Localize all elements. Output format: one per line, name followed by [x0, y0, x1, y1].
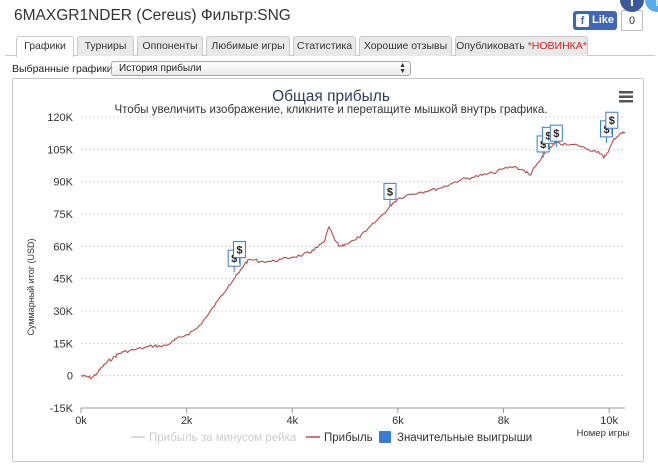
select-arrows-icon: ▲ ▼	[399, 62, 406, 75]
facebook-share-icon[interactable]: f	[620, 0, 644, 12]
y-tick-label: 0	[67, 371, 73, 383]
profit-chart[interactable]: -15K 0 15K 30K 45K 60K 75K 90K 105K 120K 0k 2k 4k 6k 8…	[13, 79, 643, 461]
tab-label: Хорошие отзывы	[363, 40, 448, 52]
tab-statistics[interactable]: Статистика	[293, 36, 356, 56]
legend-label-big-wins: Значительные выигрыши	[397, 432, 532, 444]
x-tick-label: 8k	[498, 415, 510, 427]
tab-label: Графики	[24, 40, 66, 52]
big-win-marker-label: $	[603, 124, 609, 136]
x-axis-label: Номер игры	[577, 428, 630, 439]
legend-item-profit[interactable]: Прибыль	[306, 432, 373, 444]
x-tick-label: 6k	[392, 415, 404, 427]
y-tick-label: 15K	[53, 338, 73, 350]
like-count: 0	[621, 10, 643, 31]
big-win-marker[interactable]: $	[549, 124, 563, 148]
tab-tournaments[interactable]: Турниры	[77, 36, 134, 56]
big-win-marker-label: $	[231, 253, 237, 265]
legend-item-without-rake[interactable]: Прибыль за минусом рейка	[131, 432, 297, 444]
tab-graphs[interactable]: Графики	[16, 36, 74, 57]
tab-good-reviews[interactable]: Хорошие отзывы	[359, 36, 452, 56]
y-tick-label: 120K	[47, 112, 73, 124]
graph-select[interactable]: История прибыли ▲ ▼	[111, 61, 411, 76]
y-tick-label: 105K	[47, 144, 73, 156]
chart-title: Общая прибыль	[272, 88, 390, 105]
big-win-marker[interactable]: $	[605, 111, 619, 135]
legend-label-without-rake: Прибыль за минусом рейка	[149, 432, 297, 444]
tab-label: Турниры	[84, 40, 127, 52]
legend-item-big-wins[interactable]: Значительные выигрыши	[379, 431, 532, 444]
twitter-share-icon[interactable]: t	[645, 0, 658, 12]
chart-panel[interactable]: -15K 0 15K 30K 45K 60K 75K 90K 105K 120K 0k 2k 4k 6k 8…	[12, 78, 644, 462]
big-win-marker-label: $	[236, 245, 242, 257]
x-tick-label: 2k	[181, 415, 193, 427]
y-tick-label: 75K	[53, 209, 73, 221]
legend: Прибыль за минусом рейка Прибыль Значите…	[131, 431, 532, 444]
y-tick-label: 90K	[53, 177, 73, 189]
y-tick-label: 30K	[53, 306, 73, 318]
y-axis-label: Суммарный итог (USD)	[26, 238, 36, 335]
marker-layer[interactable]: $$$$$ $ $$	[227, 111, 619, 273]
graph-selector-label: Выбранные графики:	[12, 63, 116, 75]
tab-label: Статистика	[296, 40, 353, 52]
page-header: 6MAXGR1NDER (Cereus) Фильтр:SNG f Like 0…	[0, 0, 658, 34]
x-tick-label: 10k	[600, 415, 618, 427]
tab-label: Любимые игры	[211, 40, 285, 52]
big-win-marker[interactable]: $	[232, 241, 246, 264]
big-win-marker[interactable]: $	[383, 182, 397, 206]
tab-opponents[interactable]: Оппоненты	[137, 36, 203, 56]
y-tick-label: -15K	[50, 403, 74, 415]
tab-label: Опубликовать	[456, 40, 525, 52]
chart-menu-icon[interactable]	[619, 91, 633, 103]
axis-layer: -15K 0 15K 30K 45K 60K 75K 90K 105K 120K 0k 2k 4k 6k 8…	[47, 112, 625, 427]
new-badge: *НОВИНКА*	[527, 40, 587, 52]
tab-label: Оппоненты	[142, 40, 198, 52]
legend-label-profit: Прибыль	[324, 432, 373, 444]
big-win-marker-label: $	[609, 115, 615, 127]
big-win-marker-label: $	[387, 186, 393, 198]
facebook-icon: f	[576, 14, 589, 27]
tab-bar: Графики Турниры Оппоненты Любимые игры С…	[5, 34, 655, 57]
profit-series-line[interactable]	[80, 130, 626, 380]
grid-layer	[81, 116, 625, 409]
page-title: 6MAXGR1NDER (Cereus) Фильтр:SNG	[14, 7, 291, 24]
big-win-marker-label: $	[545, 130, 551, 142]
big-win-marker-label: $	[553, 128, 559, 140]
tab-favorite-games[interactable]: Любимые игры	[206, 36, 290, 56]
series-layer	[80, 130, 626, 380]
x-tick-label: 4k	[286, 415, 298, 427]
big-win-marker-label: $	[540, 139, 546, 151]
facebook-like-button[interactable]: f Like	[573, 11, 617, 30]
graph-select-value: История прибыли	[119, 63, 202, 74]
y-tick-label: 60K	[53, 241, 73, 253]
tab-publish[interactable]: Опубликовать *НОВИНКА*	[455, 36, 588, 56]
like-label: Like	[592, 14, 615, 26]
chart-subtitle: Чтобы увеличить изображение, кликните и …	[115, 104, 548, 116]
y-tick-label: 45K	[53, 274, 73, 286]
x-tick-label: 0k	[75, 415, 87, 427]
